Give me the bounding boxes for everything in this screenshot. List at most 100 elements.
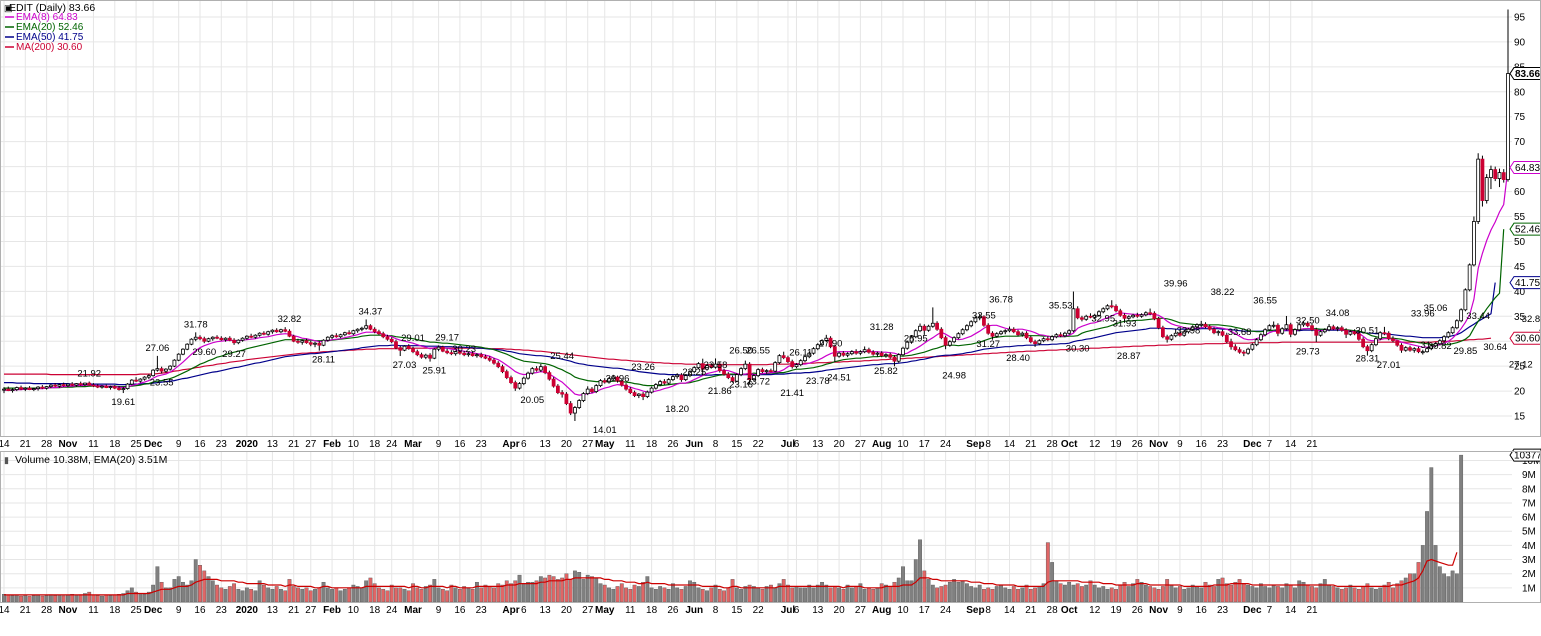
ema20-line — [4, 229, 1505, 389]
x-tick-label-volume: Aug — [872, 605, 891, 616]
candle-body — [862, 349, 867, 353]
candle-body — [236, 339, 241, 344]
x-tick-label-volume: 6 — [521, 605, 527, 616]
volume-bar — [100, 595, 104, 603]
x-tick-label-volume: 10 — [348, 605, 360, 616]
volume-bar — [517, 574, 522, 603]
candle-body — [1476, 158, 1481, 222]
volume-bar — [457, 589, 462, 603]
volume-bar — [453, 587, 458, 603]
candle-body — [48, 384, 53, 388]
x-tick-label-price: Mar — [404, 439, 422, 450]
volume-bar — [6, 594, 11, 603]
volume-bar — [867, 587, 871, 603]
volume-tick-label: 9M — [1522, 470, 1536, 481]
volume-bar — [462, 586, 467, 603]
chart-icon: ▣ — [4, 3, 13, 13]
x-tick-label-volume: Feb — [323, 605, 341, 616]
volume-bar — [649, 587, 654, 603]
candle-body — [1178, 332, 1182, 336]
volume-bar — [653, 589, 658, 603]
candle-body — [965, 325, 969, 331]
volume-bar — [1199, 587, 1204, 603]
x-tick-label-price: 22 — [753, 439, 765, 450]
volume-bar — [926, 579, 931, 603]
candle-body — [1105, 305, 1110, 310]
x-tick-label-volume: 24 — [386, 605, 398, 616]
volume-bar — [300, 589, 305, 603]
x-tick-label-volume: Jun — [685, 605, 703, 616]
volume-bar — [871, 589, 876, 603]
price-annotation: 28.95 — [904, 333, 928, 344]
volume-bar — [287, 579, 292, 603]
candle-body — [509, 377, 513, 384]
candle-body — [845, 353, 850, 356]
volume-bar — [1258, 583, 1263, 603]
candle-body — [581, 393, 586, 401]
candle-body — [602, 380, 607, 383]
candle-body — [884, 354, 888, 357]
candle-body — [1276, 324, 1280, 334]
x-tick-label-price: 14 — [1285, 439, 1297, 450]
price-annotation: 31.28 — [870, 322, 894, 333]
ma-value-label: 41.75 — [1515, 278, 1540, 289]
candle-body — [926, 325, 931, 331]
volume-bar — [709, 587, 714, 603]
volume-bar — [811, 587, 816, 603]
x-tick-label-price: Nov — [58, 439, 77, 450]
volume-bar — [355, 586, 360, 603]
candle-body — [1224, 334, 1229, 343]
volume-icon: ▮ — [4, 455, 9, 465]
volume-bar — [1045, 542, 1050, 603]
price-annotation: 36.55 — [1253, 296, 1277, 307]
candle-body — [155, 368, 160, 371]
candle-body — [53, 384, 58, 387]
volume-bar — [1216, 579, 1221, 603]
ma-value-label: 30.60 — [1515, 334, 1540, 345]
x-tick-label-price: Dec — [144, 439, 163, 450]
volume-bar — [125, 590, 130, 603]
price-annotation: 39.96 — [1164, 279, 1188, 290]
candle-body — [1454, 320, 1459, 329]
volume-bar — [394, 587, 398, 603]
volume-bar — [862, 589, 867, 603]
candle-body — [266, 331, 271, 335]
candle-body — [666, 379, 671, 384]
volume-bar — [364, 580, 369, 603]
x-tick-label-price: 25 — [131, 439, 143, 450]
candle-body — [1271, 324, 1276, 327]
price-annotation: 18.20 — [665, 404, 689, 415]
candle-body — [1352, 331, 1357, 335]
volume-bar — [1118, 584, 1123, 603]
volume-bar — [483, 584, 488, 603]
volume-bar — [794, 586, 799, 603]
volume-bar — [108, 595, 113, 603]
volume-bar — [666, 589, 671, 603]
candle-body — [244, 335, 249, 339]
volume-bar — [330, 589, 334, 603]
volume-bar — [1016, 589, 1020, 603]
volume-bar — [138, 593, 143, 603]
volume-bar — [419, 589, 424, 603]
volume-bar — [854, 586, 859, 603]
volume-bar — [939, 586, 944, 603]
x-tick-label-volume: 14 — [1004, 605, 1016, 616]
candle-body — [999, 331, 1003, 335]
x-tick-label-volume: 16 — [1196, 605, 1208, 616]
volume-bar — [23, 595, 28, 603]
volume-bar — [1037, 586, 1042, 603]
price-annotation: 32.88 — [1522, 314, 1541, 325]
volume-bar — [1395, 583, 1400, 603]
candle-body — [2, 388, 6, 391]
volume-bar — [700, 589, 705, 603]
candle-body — [283, 329, 288, 332]
candle-body — [1033, 341, 1037, 345]
volume-bar — [641, 581, 645, 603]
candle-body — [990, 332, 995, 337]
volume-bar — [159, 581, 164, 603]
volume-bar — [982, 589, 986, 603]
x-tick-label-price: 27 — [582, 439, 594, 450]
x-tick-label-price: 11 — [88, 439, 99, 450]
candle-body — [185, 343, 190, 350]
candle-body — [1437, 340, 1442, 345]
